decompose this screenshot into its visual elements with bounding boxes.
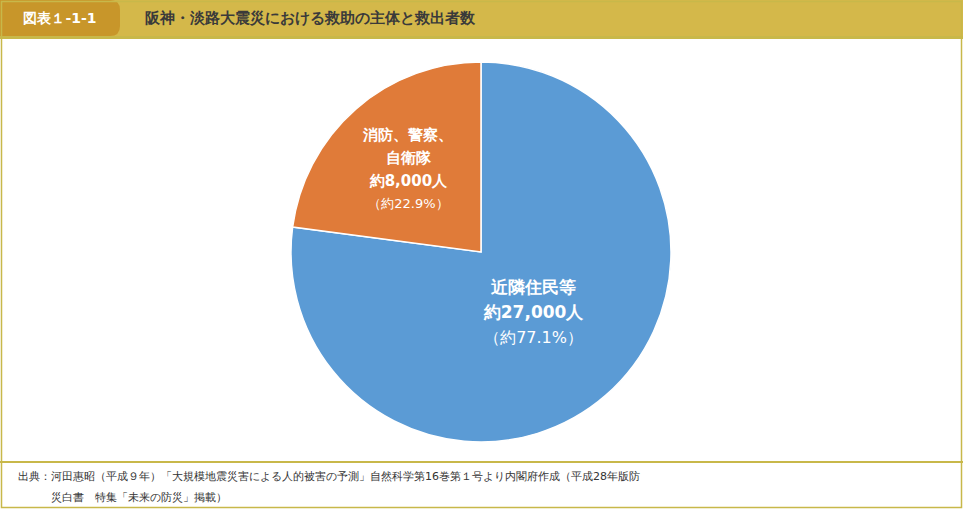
- pie-slice: [291, 62, 671, 442]
- header-background: [0, 0, 963, 36]
- pie: [291, 62, 671, 442]
- background: [0, 0, 963, 509]
- source-notes: 出典：河田惠昭（平成９年）「大規模地震災害による人的被害の予測」自然科学第16巻…: [18, 470, 640, 504]
- data-label: 消防、警察、: [362, 126, 453, 144]
- outer-border: [2, 2, 962, 508]
- chart-container: 図表１-1-1 阪神・淡路大震災における救助の主体と救出者数近隣住民等約27,00…: [0, 0, 963, 509]
- chart-svg: 図表１-1-1 阪神・淡路大震災における救助の主体と救出者数近隣住民等約27,00…: [0, 0, 963, 509]
- data-label: （約22.9%）: [368, 196, 448, 211]
- data-label: 近隣住民等: [490, 277, 576, 297]
- data-label: 約8,000人: [369, 172, 448, 190]
- footer-border: [0, 461, 963, 463]
- data-label: 自衛隊: [386, 149, 432, 167]
- header-tag: [0, 0, 120, 36]
- data-label: （約77.1%）: [484, 328, 583, 347]
- header: 図表１-1-1 阪神・淡路大震災における救助の主体と救出者数: [0, 0, 963, 36]
- title: 阪神・淡路大震災における救助の主体と救出者数: [145, 9, 476, 27]
- source-text: 出典：河田惠昭（平成９年）「大規模地震災害による人的被害の予測」自然科学第16巻…: [18, 470, 640, 483]
- pie-slice: [293, 62, 481, 252]
- source-text: 災白書 特集「未来の防災」掲載）: [18, 491, 227, 504]
- data-label: 約27,000人: [483, 302, 585, 322]
- data-labels: 近隣住民等約27,000人 （約77.1%） 消防、警察、自衛隊約8,000人 （約2…: [362, 126, 584, 347]
- title-tag: 図表１-1-1: [23, 10, 96, 26]
- header-border: [0, 36, 963, 39]
